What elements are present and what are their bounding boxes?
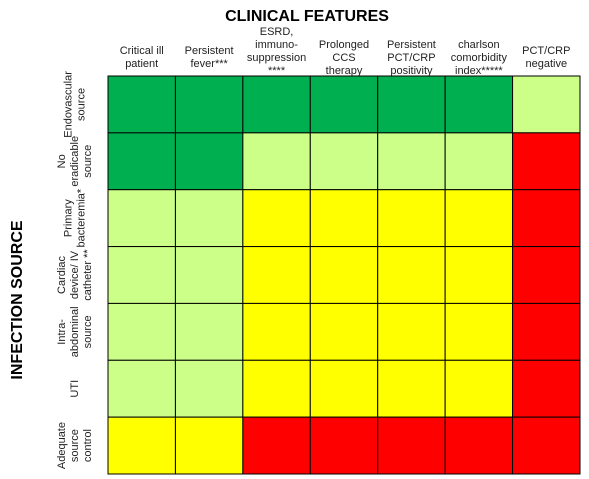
column-header: patient <box>125 58 158 70</box>
row-label: source <box>82 145 94 178</box>
cell <box>309 416 379 475</box>
row-label: Primary <box>62 199 74 237</box>
column-header: PCT/CRP <box>387 52 435 64</box>
row-label: source <box>75 88 87 121</box>
column-header: index***** <box>455 65 503 77</box>
column-header: charlson <box>458 39 500 51</box>
cell <box>512 302 581 361</box>
column-header: Critical ill <box>120 45 164 57</box>
cell <box>242 189 311 248</box>
cell <box>444 75 514 134</box>
cell <box>242 246 311 304</box>
cell <box>512 189 581 248</box>
cell <box>444 416 514 475</box>
cell <box>377 75 446 134</box>
cell <box>242 75 311 134</box>
cell <box>444 359 514 418</box>
cell <box>174 302 244 361</box>
column-header: CCS <box>332 52 355 64</box>
column-header: immuno- <box>255 39 298 51</box>
row-label: abdominal <box>69 306 81 357</box>
cell <box>377 132 446 191</box>
cell <box>377 416 446 475</box>
y-title: INFECTION SOURCE <box>9 220 26 379</box>
cell <box>309 302 379 361</box>
column-header: negative <box>525 58 567 70</box>
cell <box>174 416 244 475</box>
cell <box>242 132 311 191</box>
cell <box>377 359 446 418</box>
cell <box>107 359 176 418</box>
column-header: suppression <box>247 52 306 64</box>
cell <box>512 132 581 191</box>
cell <box>174 132 244 191</box>
column-header: Persistent <box>185 45 234 57</box>
row-label: source <box>82 315 94 348</box>
cell <box>512 246 581 304</box>
cell <box>309 132 379 191</box>
cell <box>107 132 176 191</box>
cell <box>242 359 311 418</box>
cell <box>107 246 176 304</box>
cell <box>444 132 514 191</box>
row-label: source <box>69 429 81 462</box>
cell <box>444 302 514 361</box>
cell <box>107 189 176 248</box>
row-label: catheter ** <box>82 249 94 301</box>
column-header: fever*** <box>190 58 228 70</box>
cell <box>512 359 581 418</box>
row-label: Cardiac <box>56 256 68 294</box>
title: CLINICAL FEATURES <box>225 8 389 25</box>
cell <box>377 189 446 248</box>
column-header: ESRD, <box>260 26 294 38</box>
row-label: UTI <box>69 380 81 398</box>
cell <box>107 302 176 361</box>
row-label: Adequate <box>56 422 68 469</box>
row-label: bacteremia* <box>75 188 87 247</box>
cell <box>107 416 176 475</box>
column-header: positivity <box>390 65 433 77</box>
cell <box>512 75 581 134</box>
cell <box>444 246 514 304</box>
column-header: **** <box>268 65 286 77</box>
cell <box>309 189 379 248</box>
column-header: PCT/CRP <box>522 45 570 57</box>
cell <box>377 246 446 304</box>
cell <box>242 302 311 361</box>
row-label: Endovascular <box>62 71 74 138</box>
cell <box>444 189 514 248</box>
cell <box>174 189 244 248</box>
cell <box>309 75 379 134</box>
cell <box>309 246 379 304</box>
cell <box>107 75 176 134</box>
cell <box>242 416 311 475</box>
cell <box>377 302 446 361</box>
row-label: eradicable <box>69 136 81 187</box>
cell <box>309 359 379 418</box>
column-header: Prolonged <box>319 39 369 51</box>
row-label: control <box>82 429 94 462</box>
cell <box>174 359 244 418</box>
cell <box>174 75 244 134</box>
column-header: therapy <box>326 65 363 77</box>
column-header: comorbidity <box>451 52 508 64</box>
cell <box>512 416 581 475</box>
column-header: Persistent <box>387 39 436 51</box>
row-label: No <box>56 154 68 168</box>
cell <box>174 246 244 304</box>
row-label: Intra- <box>56 319 68 345</box>
row-label: device/ IV <box>69 250 81 299</box>
